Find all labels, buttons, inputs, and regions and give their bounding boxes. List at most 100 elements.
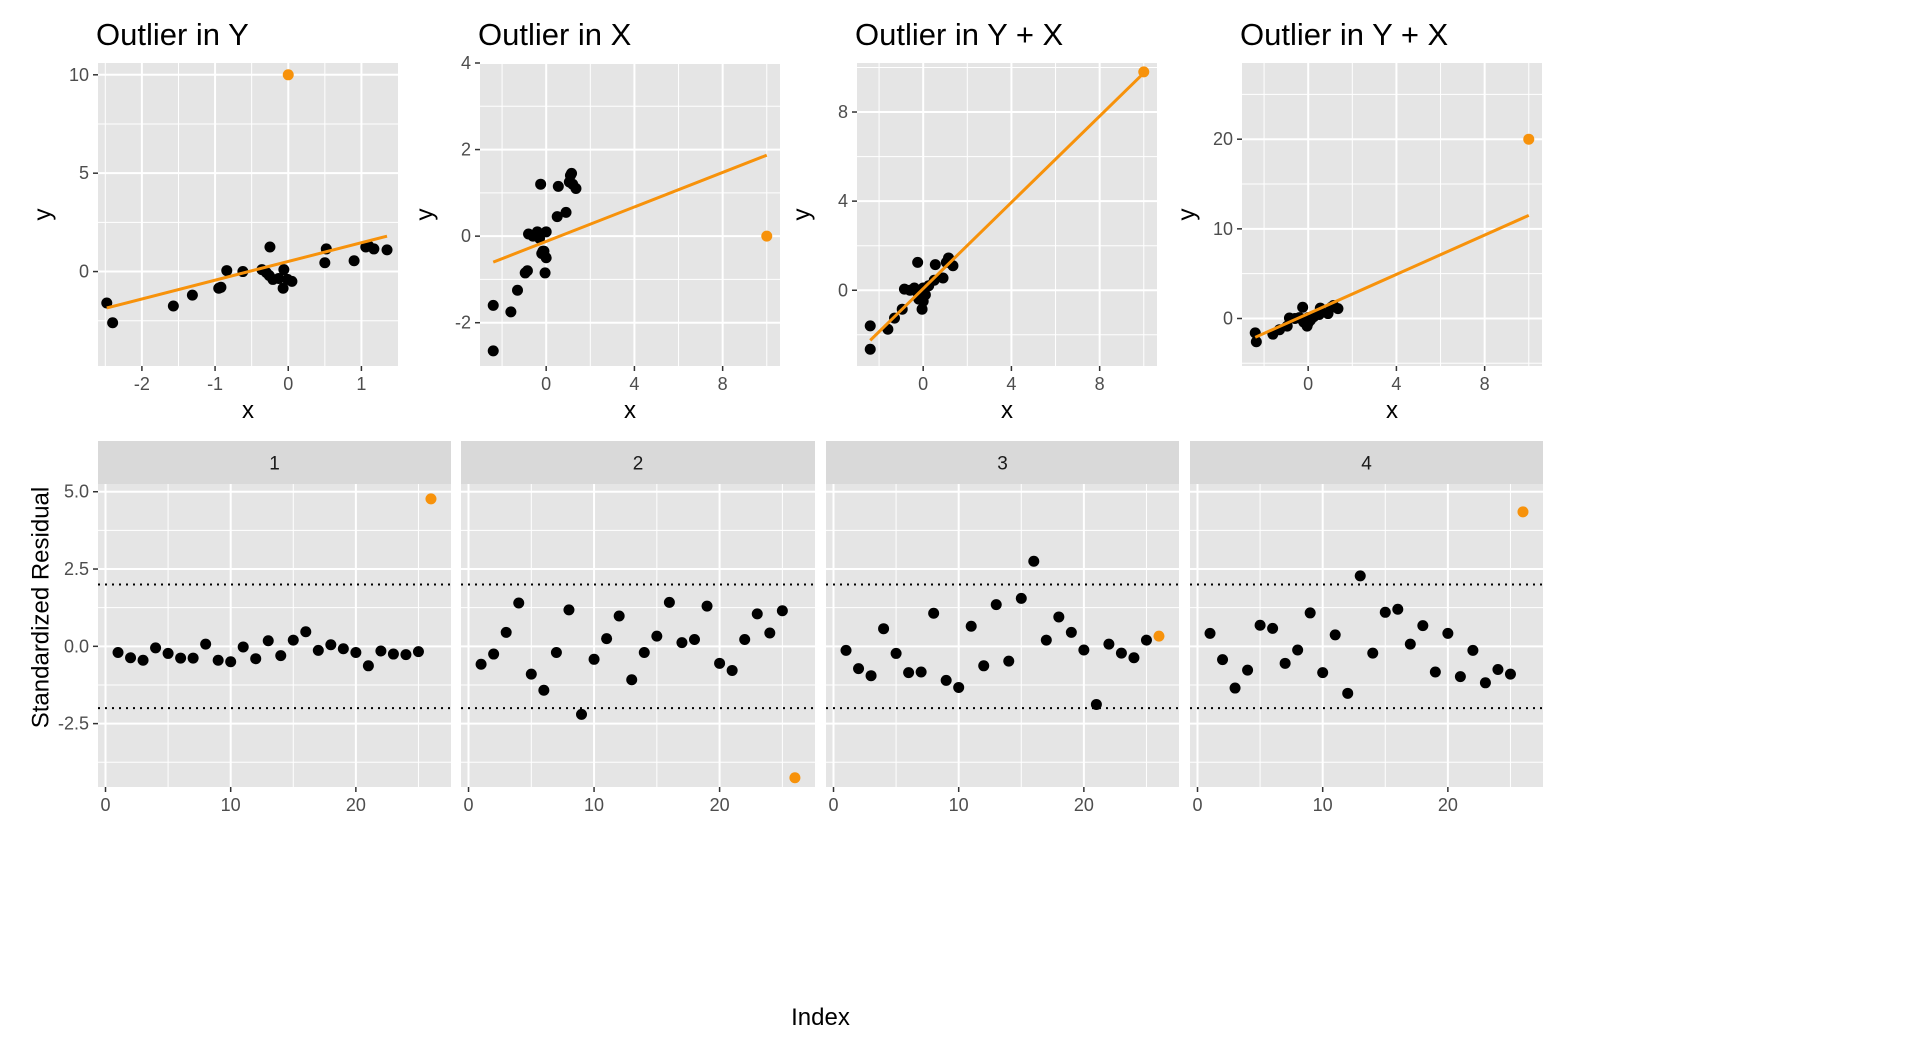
data-point — [551, 211, 563, 223]
data-point — [273, 272, 285, 284]
facet-panel-4: 4 0 10 20 — [1190, 441, 1543, 815]
residual-point — [990, 599, 1002, 611]
x-tick-label: 4 — [629, 374, 639, 394]
residual-point — [212, 654, 224, 666]
x-tick-label: 10 — [949, 795, 969, 815]
residual-point — [840, 644, 852, 656]
x-tick-label: 8 — [718, 374, 728, 394]
plot-area — [864, 66, 1150, 355]
residual-point — [1128, 652, 1140, 664]
x-tick-label: -2 — [134, 374, 150, 394]
data-point — [487, 345, 499, 357]
residual-point — [237, 641, 249, 653]
residual-point — [362, 660, 374, 672]
x-axis-title: Index — [791, 1004, 850, 1031]
residual-point — [903, 667, 915, 679]
panel-background — [98, 63, 398, 366]
y-tick-label: 2.5 — [64, 559, 89, 579]
residual-point — [878, 623, 890, 635]
x-tick-label: -1 — [207, 374, 223, 394]
residual-point — [853, 663, 865, 675]
outlier-point — [1138, 66, 1150, 78]
y-tick-label: 5.0 — [64, 482, 89, 502]
data-point — [505, 306, 517, 318]
plot-area — [112, 493, 437, 672]
residual-point — [1504, 668, 1516, 680]
residual-point — [601, 633, 613, 645]
residual-point — [890, 647, 902, 659]
residual-point — [112, 647, 124, 659]
residual-point — [1003, 655, 1015, 667]
x-axis-title: x — [1001, 397, 1013, 424]
residual-point — [1053, 611, 1065, 623]
data-point — [937, 272, 949, 284]
residual-point — [1304, 607, 1316, 619]
residual-point — [1417, 620, 1429, 632]
residual-point — [475, 658, 487, 670]
facet-panel-2: 20 10 20 — [461, 441, 815, 815]
residual-point — [1354, 570, 1366, 582]
residual-point — [1454, 671, 1466, 683]
scatter-panel-3: Outlier in Y + X 0 4 8 0 4 8 x y — [788, 17, 1157, 424]
residual-point — [626, 674, 638, 686]
data-point — [539, 267, 551, 279]
residual-point — [500, 626, 512, 638]
residual-point — [940, 674, 952, 686]
residual-point — [613, 610, 625, 622]
residual-point — [1404, 638, 1416, 650]
residual-point — [300, 626, 312, 638]
x-tick-label: 0 — [101, 795, 111, 815]
data-point — [107, 317, 119, 329]
residual-point — [1242, 664, 1254, 676]
x-axis-title: x — [1386, 397, 1398, 424]
data-point — [912, 256, 924, 268]
plot-area — [1249, 133, 1535, 348]
data-point — [552, 180, 564, 192]
residual-point — [865, 670, 877, 682]
y-tick-label: 20 — [1213, 129, 1233, 149]
residual-point — [1078, 644, 1090, 656]
fit-line — [1254, 214, 1530, 339]
residual-point — [250, 653, 262, 665]
residual-point — [1492, 664, 1504, 676]
facet-strip-label: 4 — [1361, 454, 1372, 475]
facet-strip — [461, 441, 815, 484]
residual-point — [312, 644, 324, 656]
panel-title: Outlier in Y — [96, 17, 249, 52]
y-tick-label: 0.0 — [64, 636, 89, 656]
panel-background — [826, 484, 1179, 787]
data-point — [540, 226, 552, 238]
y-axis-title: y — [29, 209, 56, 221]
residual-point — [739, 634, 751, 646]
residual-point — [200, 638, 212, 650]
data-point — [348, 255, 360, 267]
data-point — [264, 241, 276, 253]
x-tick-label: 8 — [1095, 374, 1105, 394]
data-point — [1250, 336, 1262, 348]
data-point — [512, 284, 523, 296]
residual-point — [1065, 626, 1077, 638]
x-tick-label: 0 — [918, 374, 928, 394]
residual-point — [1040, 634, 1052, 646]
x-tick-label: 0 — [541, 374, 551, 394]
residual-point — [1442, 627, 1454, 639]
residual-point — [1140, 634, 1152, 646]
residual-point — [1015, 592, 1027, 604]
residual-point — [714, 657, 726, 669]
residual-point — [1392, 603, 1404, 615]
residual-point — [1103, 638, 1115, 650]
residual-point — [1342, 687, 1354, 699]
residual-point — [1204, 627, 1216, 639]
fit-line — [106, 234, 388, 310]
residual-point — [676, 637, 688, 649]
panel-background — [480, 63, 780, 366]
facet-panel-3: 3 0 10 20 — [826, 441, 1179, 815]
data-point — [560, 206, 572, 218]
x-axis-title: x — [242, 397, 254, 424]
plot-area — [487, 153, 773, 357]
outlier-residual-point — [1153, 630, 1165, 642]
y-tick-label: -2.5 — [58, 714, 89, 734]
x-tick-label: 1 — [356, 374, 366, 394]
x-tick-label: 20 — [1438, 795, 1458, 815]
residual-point — [915, 666, 927, 678]
